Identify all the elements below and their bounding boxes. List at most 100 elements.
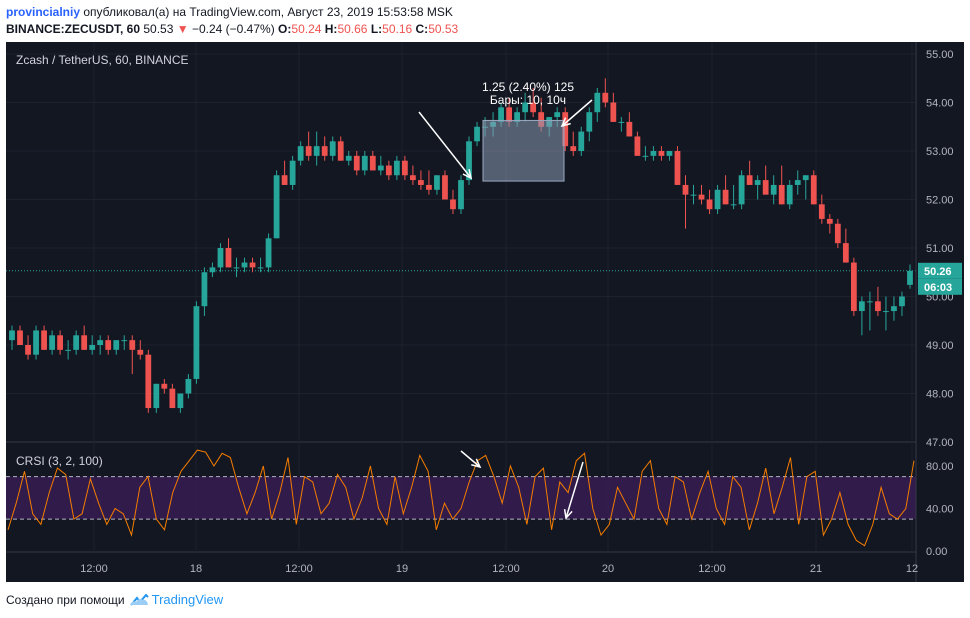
candle-body bbox=[337, 141, 344, 161]
candle bbox=[434, 175, 440, 195]
chart-area[interactable]: 55.0054.0053.0052.0051.0050.0049.0048.00… bbox=[6, 42, 964, 582]
candle-body bbox=[57, 335, 64, 350]
arrow-shaft bbox=[561, 99, 593, 127]
candle bbox=[265, 233, 272, 273]
candle bbox=[105, 335, 112, 355]
candle-body bbox=[698, 194, 705, 200]
candle bbox=[770, 175, 777, 205]
candle-body bbox=[650, 151, 657, 156]
candle bbox=[802, 175, 809, 200]
axes: 55.0054.0053.0052.0051.0050.0049.0048.00… bbox=[80, 42, 962, 582]
candle bbox=[201, 267, 208, 316]
time-tick-label: 19 bbox=[396, 563, 408, 575]
candle-body bbox=[225, 248, 232, 268]
candle-body bbox=[401, 160, 408, 176]
candle-body bbox=[121, 340, 128, 342]
candle bbox=[33, 325, 39, 360]
arrow-head bbox=[560, 117, 571, 128]
candle-body bbox=[730, 204, 737, 206]
candle bbox=[97, 335, 104, 355]
candle bbox=[153, 383, 160, 413]
candle bbox=[377, 155, 384, 176]
candle bbox=[522, 92, 529, 122]
candle-body bbox=[498, 107, 504, 122]
candle bbox=[618, 117, 625, 132]
candle-body bbox=[682, 184, 689, 195]
chart-title: Zcash / TetherUS, 60, BINANCE bbox=[16, 53, 189, 67]
candle-body bbox=[706, 199, 713, 210]
candle-body bbox=[842, 243, 849, 263]
candle bbox=[89, 335, 96, 355]
candle-body bbox=[666, 151, 673, 156]
candle bbox=[658, 146, 665, 161]
candle-body bbox=[393, 160, 400, 176]
candle-body bbox=[899, 296, 905, 307]
open-value: 50.24 bbox=[291, 22, 322, 36]
change-value: −0.24 (−0.47%) bbox=[191, 22, 275, 36]
price-tick-label: 47.00 bbox=[926, 437, 954, 449]
candle bbox=[41, 325, 47, 350]
arrow-crsi-left[interactable] bbox=[460, 450, 482, 469]
arrow-up-left[interactable] bbox=[418, 111, 473, 180]
candle-body bbox=[281, 175, 288, 185]
candle-body bbox=[778, 184, 785, 205]
candle bbox=[145, 349, 152, 413]
drawing-arrows[interactable] bbox=[418, 99, 593, 520]
tradingview-logo-text: TradingView bbox=[151, 592, 224, 607]
candle bbox=[530, 87, 537, 118]
candles-layer bbox=[9, 78, 913, 413]
candle-body bbox=[810, 175, 817, 205]
candle-body bbox=[618, 121, 625, 123]
arrow-crsi-right[interactable] bbox=[563, 461, 584, 520]
measure-tool[interactable] bbox=[482, 119, 565, 182]
candle bbox=[578, 126, 585, 156]
candle bbox=[17, 325, 23, 345]
candle bbox=[818, 194, 825, 224]
candle bbox=[810, 170, 817, 205]
measure-label-2: Бары: 10, 10ч bbox=[490, 93, 566, 107]
candle bbox=[891, 296, 897, 321]
candle-body bbox=[161, 383, 168, 389]
time-tick-label: 12:00 bbox=[492, 563, 520, 575]
candle bbox=[185, 374, 192, 399]
candle-body bbox=[867, 301, 873, 303]
candle bbox=[57, 330, 64, 355]
arrow-shaft bbox=[460, 450, 481, 468]
candle-body bbox=[145, 354, 152, 409]
candle-body bbox=[634, 136, 641, 156]
candle-body bbox=[369, 155, 376, 171]
time-tick-label: 12:00 bbox=[698, 563, 726, 575]
author-link[interactable]: provincialniy bbox=[6, 5, 81, 19]
time-tick-label: 12 bbox=[906, 563, 918, 575]
candle-body bbox=[746, 175, 753, 185]
footer: Создано при помощи TradingView bbox=[6, 592, 223, 607]
tradingview-logo[interactable]: TradingView bbox=[129, 592, 224, 607]
candle bbox=[161, 378, 168, 394]
candle-body bbox=[297, 146, 304, 161]
crsi-line bbox=[7, 449, 915, 547]
candle-body bbox=[289, 160, 296, 185]
candle-body bbox=[538, 112, 545, 127]
candle-body bbox=[554, 112, 561, 118]
candle-body bbox=[722, 189, 729, 205]
candle-body bbox=[257, 267, 264, 269]
candle bbox=[129, 335, 136, 375]
candle bbox=[49, 330, 55, 355]
candle-body bbox=[345, 155, 352, 161]
candle bbox=[297, 141, 304, 166]
candle-body bbox=[105, 340, 112, 350]
price-tick-label: 54.00 bbox=[926, 98, 954, 110]
candle bbox=[329, 136, 336, 161]
candle bbox=[474, 121, 480, 147]
candle-body bbox=[97, 340, 104, 345]
candle-body bbox=[273, 175, 280, 239]
candle-body bbox=[754, 180, 761, 185]
candle-body bbox=[626, 121, 633, 137]
candle-body bbox=[137, 349, 144, 355]
measure-rectangle[interactable] bbox=[482, 119, 565, 182]
candle bbox=[225, 238, 232, 268]
candle-body bbox=[313, 146, 320, 156]
candle-body bbox=[65, 349, 72, 351]
candle-body bbox=[265, 238, 272, 268]
arrow-up-right[interactable] bbox=[560, 99, 593, 128]
